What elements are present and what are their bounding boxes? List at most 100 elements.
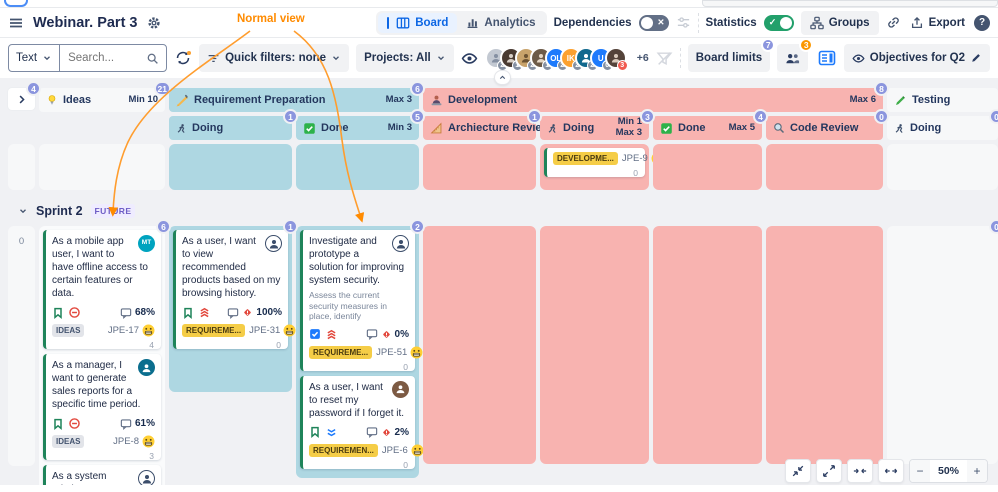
- groups-button[interactable]: Groups: [800, 10, 879, 35]
- card-issue-key[interactable]: JPE-9: [621, 153, 648, 164]
- subcolumn-header-rp-doing[interactable]: Doing 1: [169, 109, 298, 140]
- export-button[interactable]: Export: [908, 12, 967, 34]
- projects-button[interactable]: Projects: All: [356, 44, 454, 72]
- search-input[interactable]: [60, 52, 147, 64]
- column-header-testing[interactable]: Testing: [887, 88, 998, 112]
- board-cell-testing-doing[interactable]: 0: [887, 219, 998, 464]
- subcolumn-header-testing-doing[interactable]: Doing 0: [887, 109, 998, 140]
- board-cell-ideas[interactable]: [39, 144, 165, 190]
- zoom-in-button[interactable]: +: [967, 460, 987, 482]
- card-assignee-avatar[interactable]: [138, 359, 155, 376]
- card-footer: REQUIREME... JPE-31: [182, 324, 296, 337]
- issue-card[interactable]: MT As a mobile app user, I want to have o…: [43, 230, 161, 350]
- board-cell-rp-doing[interactable]: [169, 144, 292, 190]
- board-cell-code-review[interactable]: [766, 226, 883, 464]
- card-assignee-avatar[interactable]: [392, 380, 409, 398]
- tab-analytics[interactable]: Analytics: [457, 13, 544, 33]
- projects-label: Projects: All: [364, 52, 431, 64]
- card-icon-row: 2%: [309, 426, 409, 439]
- board-limits-button[interactable]: Board limits 7: [687, 38, 776, 72]
- subcolumn-header-code-review[interactable]: Code Review 0: [766, 109, 889, 140]
- card-issue-key[interactable]: JPE-51: [376, 346, 408, 358]
- chevron-down-icon: [18, 206, 28, 216]
- card-label-chip[interactable]: REQUIREME...: [309, 345, 373, 359]
- person-avatar-icon: [268, 238, 280, 250]
- subcolumn-header-arch[interactable]: Archiecture Review 1: [423, 109, 550, 140]
- board-cell-collapsed[interactable]: 0: [8, 226, 35, 466]
- hamburger-menu-icon[interactable]: [8, 15, 24, 31]
- tab-board[interactable]: Board: [377, 12, 458, 33]
- card-summary: As a user, I want to reset my password i…: [309, 380, 409, 420]
- issue-card[interactable]: As a manager, I want to generate sales r…: [43, 354, 161, 461]
- card-label-chip[interactable]: IDEAS: [52, 435, 85, 448]
- card-assignee-avatar[interactable]: [138, 470, 155, 487]
- board-cell-rp-done[interactable]: 2 Investigate and prototype a solution fo…: [296, 219, 425, 478]
- statistics-toggle[interactable]: ✓: [763, 14, 794, 31]
- board-cell-rp-doing[interactable]: 1 As a user, I want to view recommended p…: [169, 219, 298, 392]
- card-assignee-avatar[interactable]: [265, 235, 282, 252]
- column-count-badge: 0: [989, 109, 998, 124]
- card-issue-key[interactable]: JPE-17: [107, 325, 139, 336]
- column-header-ideas[interactable]: Ideas Min 10 21: [39, 81, 171, 112]
- card-label-chip[interactable]: DEVELOPME...: [553, 152, 618, 165]
- avatar-overflow-count[interactable]: +6: [636, 52, 649, 64]
- card-issue-key[interactable]: JPE-8: [113, 436, 139, 447]
- card-label-chip[interactable]: REQUIREMEN...: [309, 443, 378, 457]
- user-avatar[interactable]: 3: [604, 47, 628, 71]
- column-label: Done: [321, 122, 349, 134]
- board-cell-dev-done[interactable]: [653, 226, 762, 464]
- people-filter-button[interactable]: 3: [777, 38, 814, 72]
- board-cell-dev-doing[interactable]: DEVELOPME... JPE-9 0: [540, 144, 664, 190]
- board-settings-gear-icon[interactable]: [147, 16, 161, 30]
- writing-hand-icon: [176, 94, 189, 107]
- zoom-out-button[interactable]: −: [909, 460, 930, 482]
- issue-card[interactable]: DEVELOPME... JPE-9 0: [544, 148, 664, 178]
- card-assignee-avatar[interactable]: MT: [138, 235, 155, 252]
- card-assignee-avatar[interactable]: [392, 235, 409, 252]
- dependencies-settings-icon[interactable]: [676, 15, 691, 30]
- shrink-columns-button[interactable]: [846, 459, 873, 483]
- board-cell-arch[interactable]: [423, 144, 536, 190]
- board-cell-code-review[interactable]: [766, 144, 883, 190]
- card-issue-key[interactable]: JPE-6: [381, 444, 408, 456]
- board-cell-arch[interactable]: [423, 226, 536, 464]
- card-label-chip[interactable]: REQUIREME...: [182, 324, 246, 337]
- sprint-state-badge: FUTURE: [90, 204, 136, 218]
- issue-card[interactable]: Investigate and prototype a solution for…: [300, 230, 423, 372]
- quick-filters-button[interactable]: Quick filters: none: [199, 44, 350, 72]
- help-button[interactable]: ?: [974, 14, 990, 31]
- board-title: Webinar. Part 3: [33, 14, 138, 31]
- card-issue-key[interactable]: JPE-31: [249, 325, 281, 336]
- board-cell-dev-done[interactable]: [653, 144, 762, 190]
- dependencies-toggle[interactable]: ✕: [638, 14, 669, 31]
- metric-value: 68%: [134, 307, 155, 318]
- board-cell-testing-doing[interactable]: [887, 144, 998, 190]
- refresh-sync-icon[interactable]: [174, 49, 192, 67]
- expand-all-button[interactable]: [815, 459, 842, 483]
- column-count-badge: 1: [283, 109, 298, 124]
- issue-card[interactable]: As a user, I want to reset my password i…: [300, 375, 424, 470]
- objectives-button[interactable]: Objectives for Q2: [843, 44, 990, 72]
- board-cell-collapsed[interactable]: [8, 144, 35, 190]
- clear-filter-icon[interactable]: [656, 50, 673, 67]
- eye-icon[interactable]: [461, 50, 478, 67]
- chevron-down-icon: [436, 53, 446, 63]
- widen-columns-button[interactable]: [877, 459, 904, 483]
- side-panel-icon[interactable]: [818, 49, 836, 67]
- dependencies-label: Dependencies: [553, 16, 632, 29]
- search-type-select[interactable]: Text: [9, 45, 61, 71]
- collapse-all-button[interactable]: [784, 459, 811, 483]
- card-label-chip[interactable]: IDEAS: [52, 324, 85, 337]
- board-cell-ideas[interactable]: 6 MT As a mobile app user, I want to have …: [39, 219, 171, 492]
- collapse-toolbar-chip[interactable]: [494, 70, 511, 85]
- issue-card[interactable]: As a user, I want to view recommended pr…: [173, 230, 296, 350]
- board-cell-dev-doing[interactable]: [540, 226, 649, 464]
- collapsed-column-expand-button[interactable]: 4: [8, 81, 41, 110]
- share-link-icon[interactable]: [886, 15, 901, 30]
- board-cell-rp-done[interactable]: [296, 144, 419, 190]
